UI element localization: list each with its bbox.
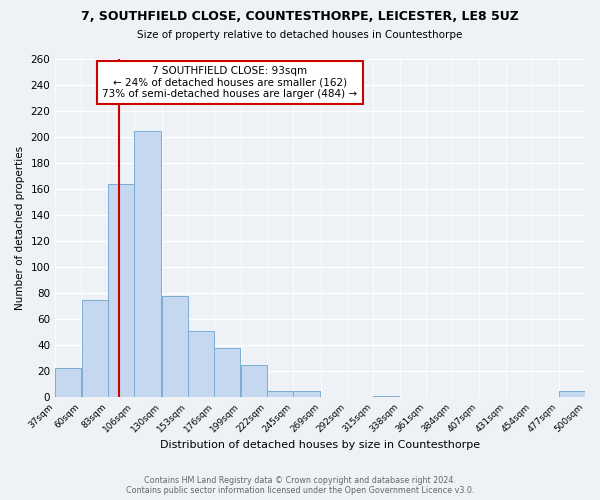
Bar [82, 300, 107, 398]
Bar [55, 368, 82, 398]
Bar [267, 391, 293, 398]
Text: 7 SOUTHFIELD CLOSE: 93sqm
← 24% of detached houses are smaller (162)
73% of semi: 7 SOUTHFIELD CLOSE: 93sqm ← 24% of detac… [103, 66, 358, 99]
Y-axis label: Number of detached properties: Number of detached properties [15, 146, 25, 310]
Bar [241, 365, 266, 398]
Text: Contains HM Land Registry data © Crown copyright and database right 2024.
Contai: Contains HM Land Registry data © Crown c… [126, 476, 474, 495]
Text: 7, SOUTHFIELD CLOSE, COUNTESTHORPE, LEICESTER, LE8 5UZ: 7, SOUTHFIELD CLOSE, COUNTESTHORPE, LEIC… [81, 10, 519, 23]
Bar [214, 348, 241, 398]
Bar [188, 331, 214, 398]
Bar [373, 396, 400, 398]
X-axis label: Distribution of detached houses by size in Countesthorpe: Distribution of detached houses by size … [160, 440, 480, 450]
Bar [162, 296, 188, 398]
Text: Size of property relative to detached houses in Countesthorpe: Size of property relative to detached ho… [137, 30, 463, 40]
Bar [108, 184, 134, 398]
Bar [134, 130, 161, 398]
Bar [559, 391, 585, 398]
Bar [293, 391, 320, 398]
